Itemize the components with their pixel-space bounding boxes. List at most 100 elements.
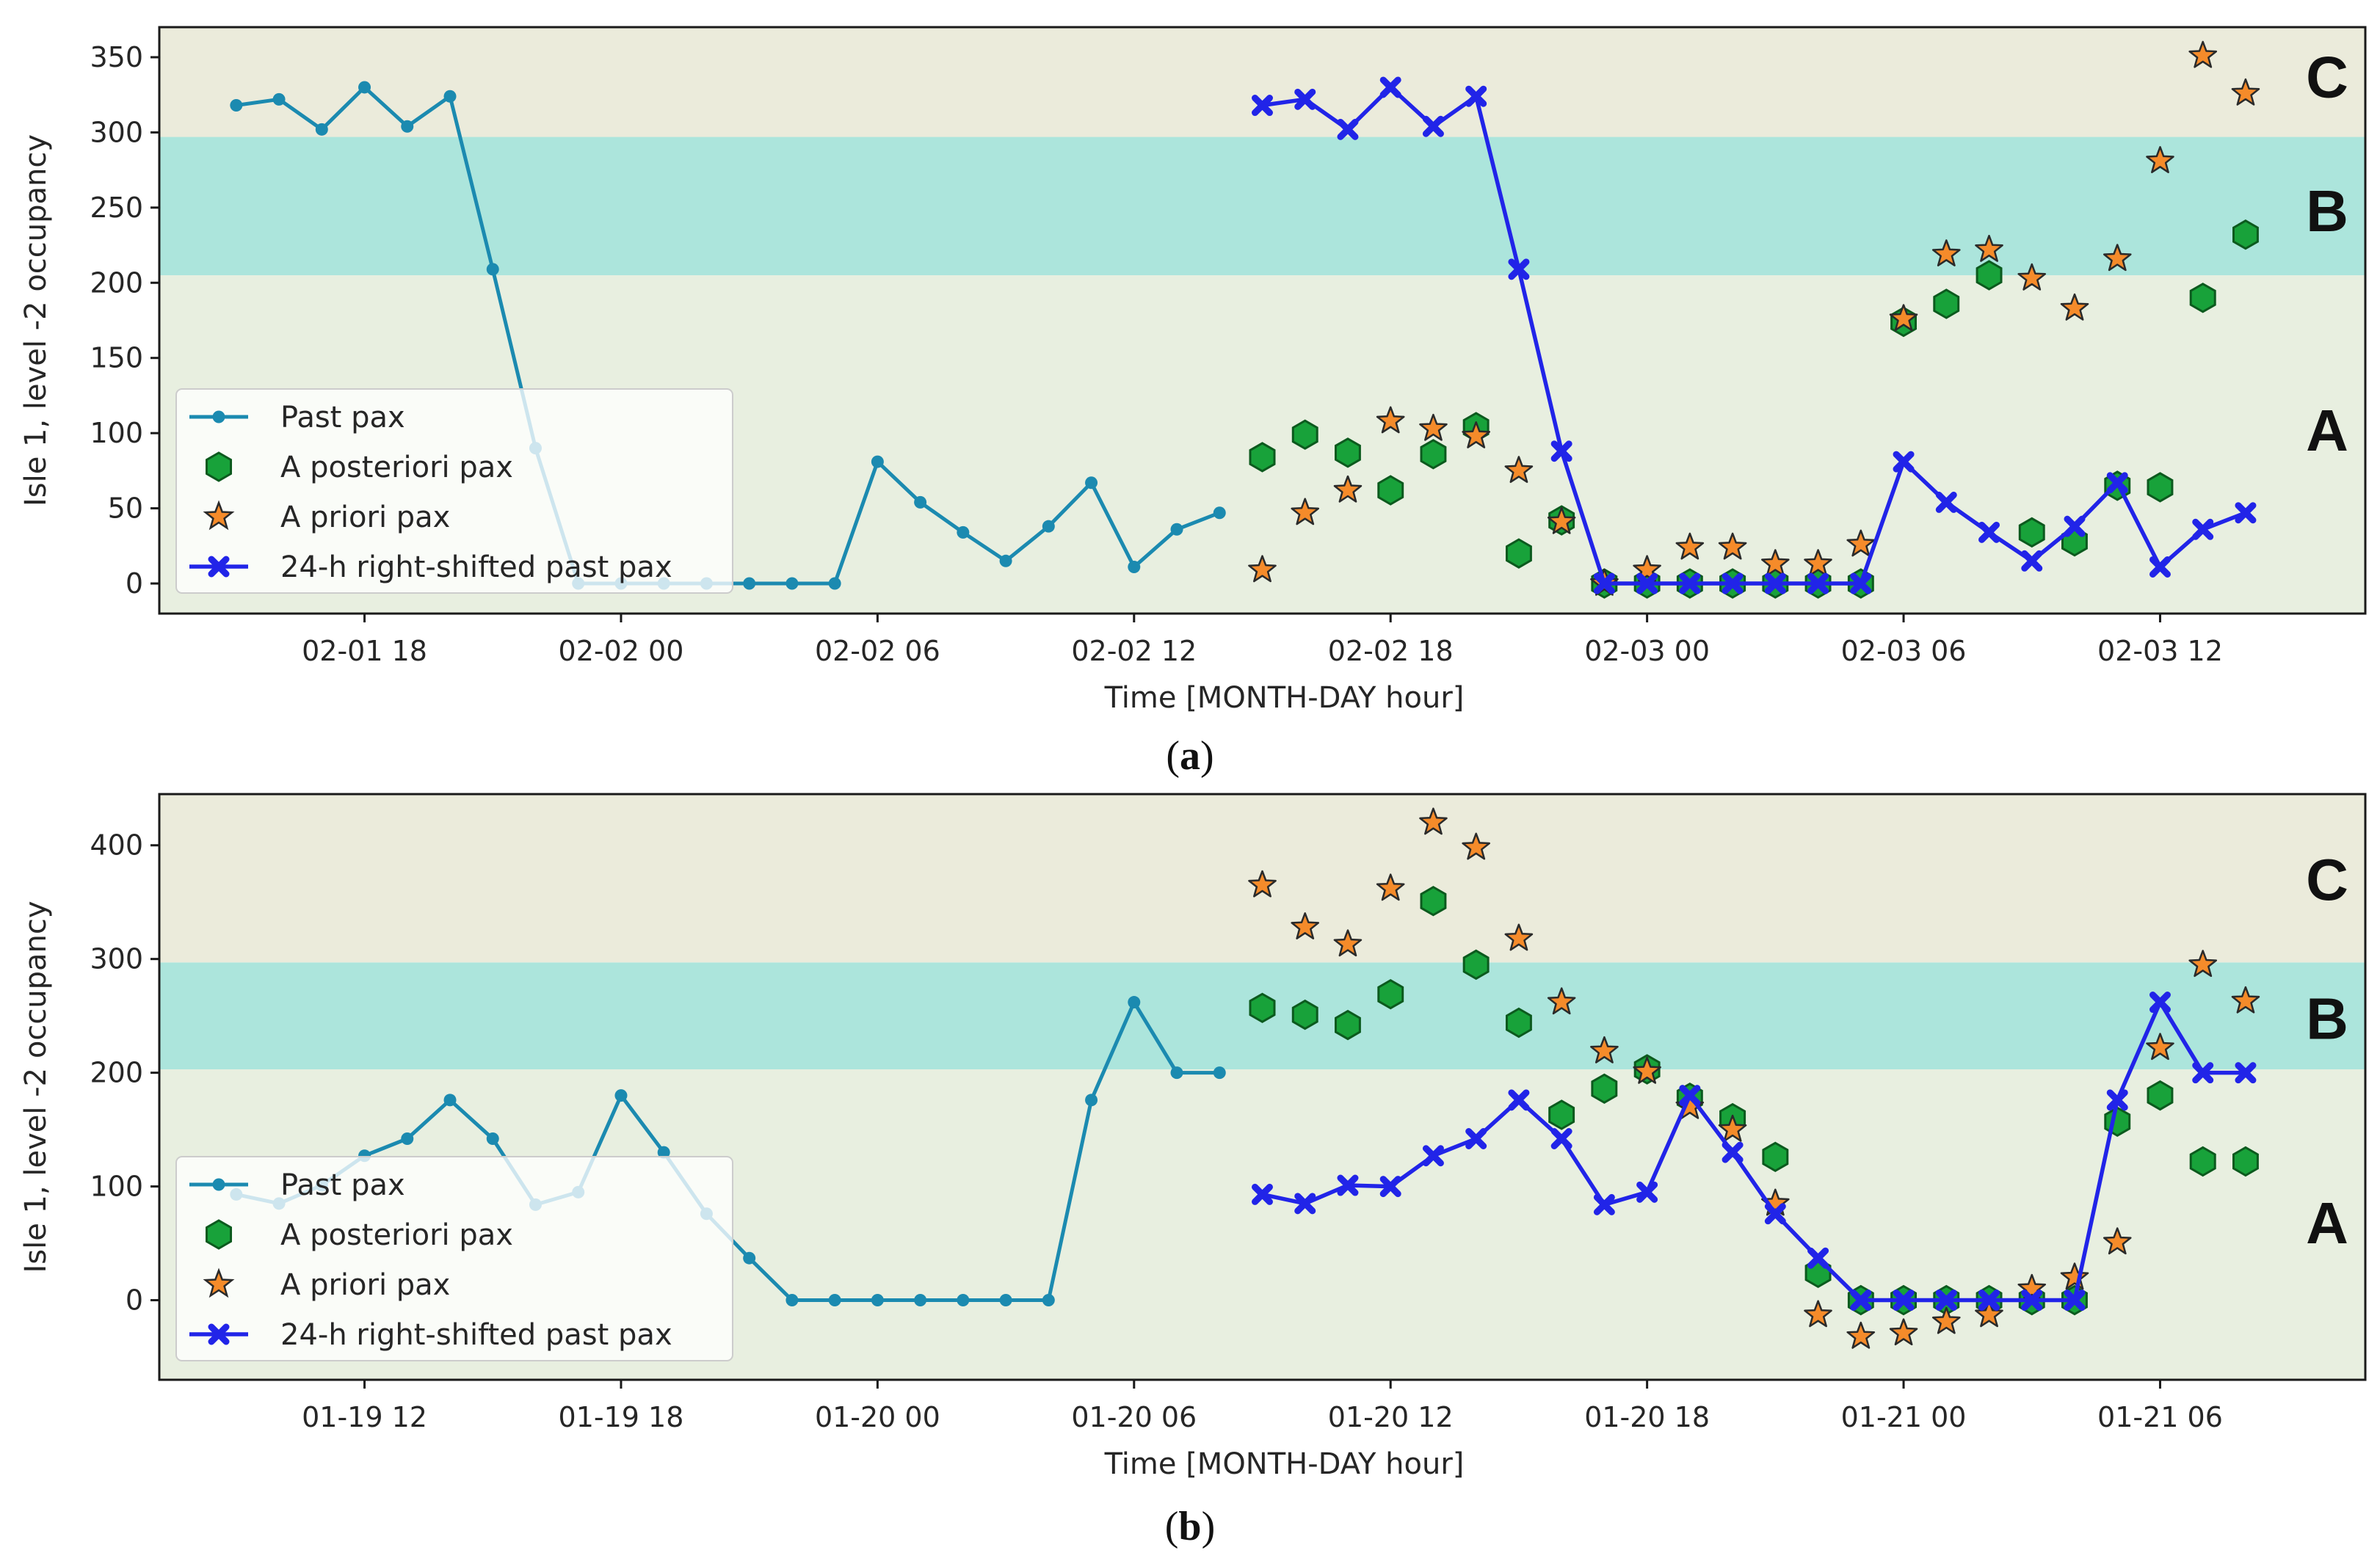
priori-point xyxy=(2017,263,2047,291)
shifted-point xyxy=(2021,1290,2043,1312)
past-point xyxy=(315,123,328,136)
y-tick-label: 150 xyxy=(90,342,143,374)
shifted-point xyxy=(2149,556,2171,578)
x-tick-label: 02-03 12 xyxy=(2097,635,2223,667)
priori-point xyxy=(1547,506,1576,534)
legend-label: A priori pax xyxy=(280,501,450,534)
priori-point xyxy=(1333,929,1363,957)
plot-frame xyxy=(158,793,2367,1381)
shifted-point xyxy=(1508,258,1530,280)
posteriori-point xyxy=(2232,1146,2259,1177)
shifted-point xyxy=(1935,491,1957,513)
past-point xyxy=(358,81,371,94)
x-tick-label: 01-21 00 xyxy=(1841,1401,1967,1433)
priori-point xyxy=(2060,1262,2089,1290)
posteriori-point xyxy=(1420,439,1447,470)
past-point xyxy=(957,525,970,539)
priori-point xyxy=(1975,1300,2003,1328)
zone-label-c: C xyxy=(2306,45,2348,110)
past-point xyxy=(486,1132,499,1146)
priori-point xyxy=(1291,912,1320,939)
priori-point xyxy=(1761,549,1790,577)
shifted-point xyxy=(1337,118,1359,140)
legend-shifted-marker xyxy=(208,556,230,578)
legend: Past pax A posteriori pax A priori pax 24-h… xyxy=(175,1156,733,1361)
shifted-point xyxy=(1294,88,1316,110)
priori-point xyxy=(1675,532,1705,560)
priori-point xyxy=(1291,498,1320,525)
past-point xyxy=(443,90,457,103)
zone-label-b: B xyxy=(2306,178,2348,244)
priori-point xyxy=(2231,986,2260,1014)
shifted-point xyxy=(2106,472,2128,494)
priori-point xyxy=(1633,555,1661,583)
shifted-point xyxy=(2192,518,2214,540)
past-point xyxy=(486,263,499,276)
y-tick-label: 100 xyxy=(90,417,143,449)
shifted-point xyxy=(2064,1290,2086,1312)
posteriori-point xyxy=(2189,283,2216,313)
legend-star-marker xyxy=(203,500,235,531)
past-point xyxy=(401,120,414,133)
past-point xyxy=(1213,1066,1226,1080)
posteriori-point xyxy=(1291,999,1318,1030)
shifted-point xyxy=(1379,76,1401,98)
past-point xyxy=(999,1294,1012,1307)
priori-point xyxy=(2103,1227,2132,1255)
y-tick-label: 400 xyxy=(90,829,143,862)
priori-point xyxy=(2146,146,2174,173)
priori-point xyxy=(1975,234,2003,262)
y-tick-label: 200 xyxy=(90,266,143,299)
priori-point xyxy=(1419,413,1448,441)
shifted-point xyxy=(1294,1193,1316,1215)
panel-b: 0 100 200 300 400 01-19 12 01-19 18 01-20 00 01-… xyxy=(19,793,2367,1481)
y-axis-label: Isle 1, level -2 occupancy xyxy=(19,134,53,506)
shifted-point xyxy=(1764,572,1786,594)
posteriori-point xyxy=(1591,1073,1618,1105)
x-tick-label: 02-02 00 xyxy=(559,635,684,667)
x-tick-label: 01-20 12 xyxy=(1328,1401,1454,1433)
legend-hex-marker xyxy=(206,451,232,482)
past-point xyxy=(657,1146,670,1159)
zone-label-b: B xyxy=(2306,986,2348,1051)
x-tick-label: 02-01 18 xyxy=(302,635,427,667)
posteriori-point xyxy=(1976,260,2003,291)
priori-point xyxy=(1248,870,1277,898)
shifted-point xyxy=(1252,95,1273,117)
past-point xyxy=(443,1094,457,1107)
posteriori-point xyxy=(1335,1009,1361,1041)
series-star xyxy=(1248,40,2260,596)
priori-point xyxy=(1419,807,1448,835)
posteriori-point xyxy=(1506,1007,1532,1039)
priori-point xyxy=(2188,40,2218,68)
shifted-point xyxy=(1721,572,1744,594)
past-point xyxy=(614,1089,628,1102)
posteriori-point xyxy=(2232,219,2259,250)
posteriori-point xyxy=(2189,1146,2216,1177)
priori-point xyxy=(2060,293,2089,321)
past-point xyxy=(1128,560,1141,573)
priori-point xyxy=(1804,549,1832,577)
y-tick-label: 300 xyxy=(90,943,143,975)
legend-box xyxy=(175,388,733,594)
posteriori-point xyxy=(1291,419,1318,450)
shifted-point xyxy=(2106,1089,2128,1111)
past-point xyxy=(1085,1094,1098,1107)
priori-point xyxy=(1590,1036,1619,1063)
shifted-point xyxy=(1978,1290,2000,1312)
legend-label: 24-h right-shifted past pax xyxy=(280,1318,672,1352)
shifted-point xyxy=(1508,1089,1530,1111)
past-point xyxy=(1170,1066,1183,1080)
legend-box xyxy=(175,1156,733,1361)
posteriori-point xyxy=(2018,517,2045,548)
priori-point xyxy=(1248,555,1277,583)
legend-hex-marker xyxy=(206,1219,232,1250)
priori-point xyxy=(2188,950,2218,978)
posteriori-point xyxy=(2147,472,2174,503)
shifted-point xyxy=(1807,572,1829,594)
shifted-point xyxy=(1935,1290,1957,1312)
x-tick-label: 01-20 00 xyxy=(815,1401,940,1433)
shifted-point xyxy=(1850,1290,1872,1312)
x-tick-label: 01-19 18 xyxy=(559,1401,684,1433)
priori-point xyxy=(2017,1273,2047,1301)
